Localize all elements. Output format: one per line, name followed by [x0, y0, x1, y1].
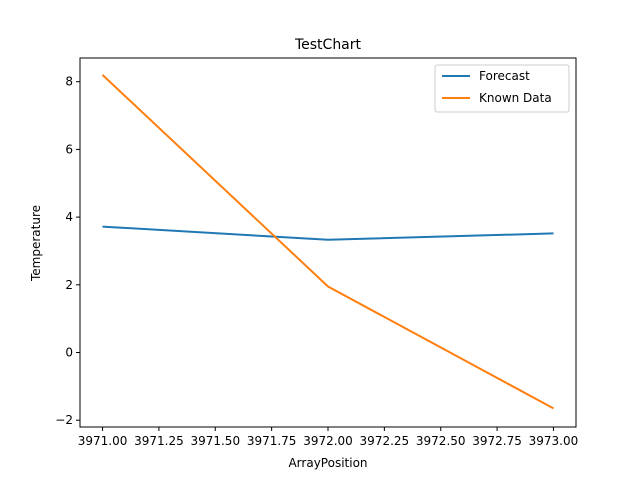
- x-tick-label: 3973.00: [529, 434, 579, 448]
- x-axis-label: ArrayPosition: [288, 456, 367, 470]
- chart-title: TestChart: [294, 37, 362, 53]
- x-axis-ticks: 3971.00 3971.25 3971.50 3971.75 3972.00 3972.…: [78, 427, 579, 448]
- y-tick-label: 8: [65, 75, 73, 89]
- y-axis-label: Temperature: [29, 205, 43, 282]
- y-tick-label: 2: [65, 278, 73, 292]
- x-tick-label: 3972.25: [360, 434, 410, 448]
- series-layer: [101, 74, 554, 410]
- y-tick-label: 6: [65, 142, 73, 156]
- x-tick-label: 3971.50: [190, 434, 240, 448]
- x-tick-label: 3971.25: [134, 434, 184, 448]
- y-tick-label: −2: [55, 413, 73, 427]
- x-tick-label: 3972.00: [303, 434, 353, 448]
- x-tick-label: 3972.75: [472, 434, 522, 448]
- x-tick-label: 3971.75: [247, 434, 297, 448]
- y-tick-label: 4: [65, 210, 73, 224]
- y-axis-ticks: −2 0 2 4 6 8: [55, 75, 80, 427]
- x-tick-label: 3972.50: [416, 434, 466, 448]
- x-tick-label: 3971.00: [78, 434, 128, 448]
- legend-label-forecast: Forecast: [479, 69, 530, 83]
- legend: Forecast Known Data: [434, 64, 570, 113]
- series-line-known-data: [101, 74, 554, 410]
- legend-label-known-data: Known Data: [479, 91, 552, 105]
- series-line-forecast: [102, 225, 554, 241]
- y-tick-label: 0: [65, 346, 73, 360]
